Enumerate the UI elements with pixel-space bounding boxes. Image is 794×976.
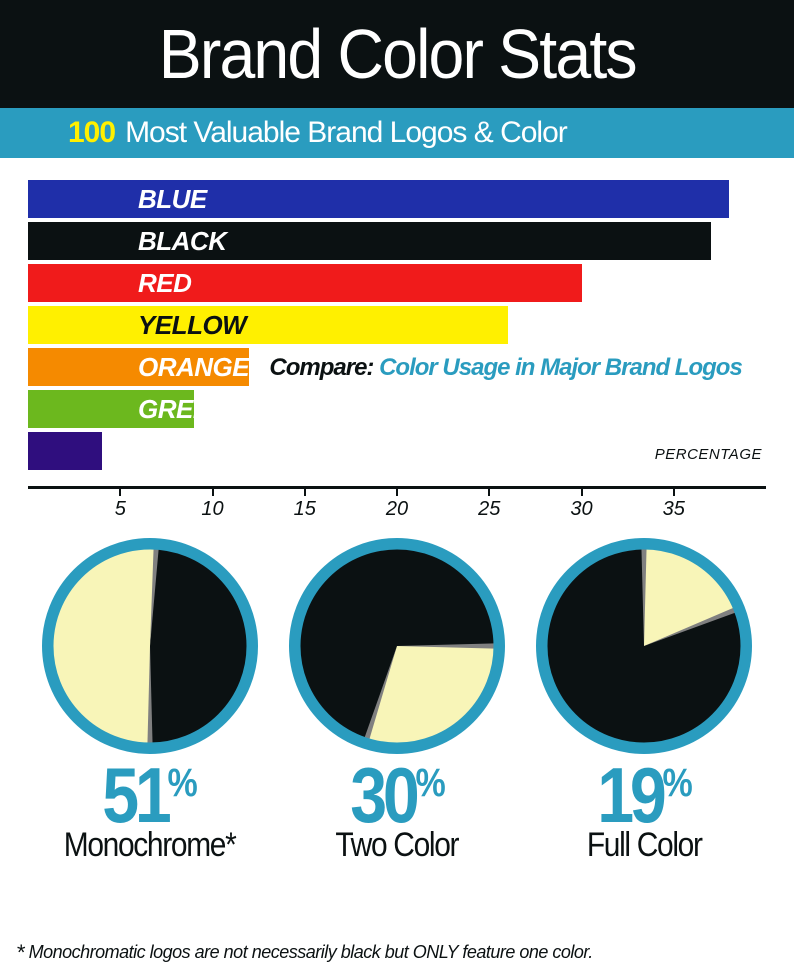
bar-black: BLACK: [28, 222, 711, 260]
pie-percent: 51%: [103, 760, 197, 830]
pie-block: 30%Two Color: [289, 538, 505, 865]
axis-tick: [304, 486, 306, 496]
pie-chart: [536, 538, 752, 754]
compare-caption: Compare: Color Usage in Major Brand Logo…: [269, 354, 741, 382]
bar-red: RED: [28, 264, 582, 302]
compare-prefix: Compare:: [269, 354, 373, 381]
axis-tick: [673, 486, 675, 496]
bar-purple: PURPLE: [28, 432, 102, 470]
pie-chart: [289, 538, 505, 754]
pie-block: 51%Monochrome*: [42, 538, 258, 865]
axis-tick: [396, 486, 398, 496]
bar-label: BLACK: [28, 226, 227, 257]
pie-percent: 19%: [597, 760, 691, 830]
subtitle-band: 100 Most Valuable Brand Logos & Color: [0, 108, 794, 158]
pie-block: 19%Full Color: [536, 538, 752, 865]
axis-tick-label: 5: [115, 498, 126, 521]
bar-label: ORANGE: [28, 352, 249, 383]
axis-tick-label: 30: [570, 498, 592, 521]
axis-tick: [212, 486, 214, 496]
axis-tick-label: 15: [294, 498, 316, 521]
bar-chart: Compare: Color Usage in Major Brand Logo…: [28, 180, 766, 526]
bar-label: GREEN: [28, 394, 228, 425]
bar-label: RED: [28, 268, 191, 299]
axis-tick: [119, 486, 121, 496]
bar-blue: BLUE: [28, 180, 729, 218]
axis-tick: [488, 486, 490, 496]
footnote-asterisk: *: [16, 940, 24, 965]
title-band: Brand Color Stats: [0, 0, 794, 108]
pie-label: Two Color: [336, 826, 459, 865]
axis-tick-label: 10: [201, 498, 223, 521]
bar-label: YELLOW: [28, 310, 246, 341]
pie-label: Full Color: [587, 826, 702, 865]
axis-tick-label: 20: [386, 498, 408, 521]
axis-tick-label: 25: [478, 498, 500, 521]
subtitle-text: Most Valuable Brand Logos & Color: [125, 116, 567, 150]
page-title: Brand Color Stats: [158, 14, 635, 94]
bar-orange: ORANGE: [28, 348, 249, 386]
pie-row: 51%Monochrome*30%Two Color19%Full Color: [26, 538, 768, 865]
footnote: * Monochromatic logos are not necessaril…: [16, 940, 593, 966]
axis-title: PERCENTAGE: [655, 446, 762, 463]
bar-label: PURPLE: [28, 436, 240, 467]
pie-chart: [42, 538, 258, 754]
axis-tick: [581, 486, 583, 496]
bar-yellow: YELLOW: [28, 306, 508, 344]
compare-text: Color Usage in Major Brand Logos: [379, 354, 742, 381]
bar-label: BLUE: [28, 184, 207, 215]
pie-percent: 30%: [350, 760, 444, 830]
pie-label: Monochrome*: [64, 826, 236, 865]
footnote-text: Monochromatic logos are not necessarily …: [29, 942, 593, 962]
bar-green: GREEN: [28, 390, 194, 428]
axis-tick-label: 35: [663, 498, 685, 521]
subtitle-number: 100: [68, 116, 115, 150]
